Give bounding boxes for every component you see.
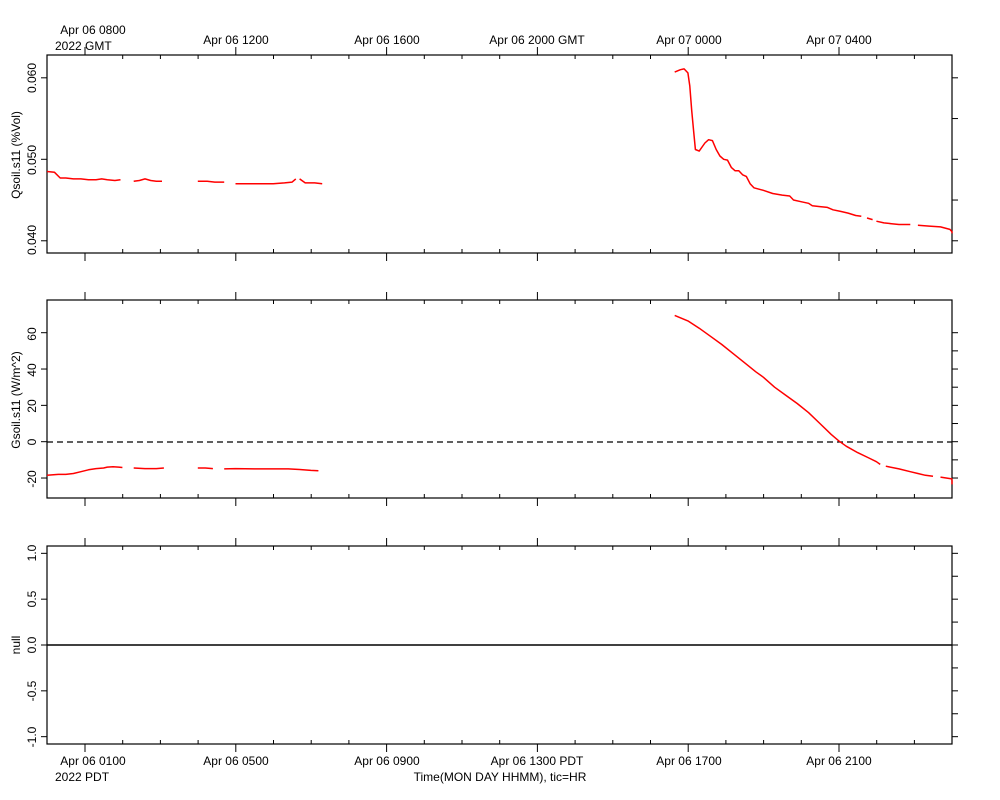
panel-gsoil-ytick-label-5: 60 xyxy=(25,327,39,341)
panel-qsoil-yticks xyxy=(41,77,958,242)
top-axis-label-2: Apr 06 1600 xyxy=(354,33,420,47)
series-line-segment xyxy=(876,220,911,226)
panel-gsoil-frame xyxy=(46,299,953,499)
bottom-axis-title-line1: Apr 06 0100 xyxy=(60,754,126,768)
bottom-axis-label-3: Apr 06 1300 PDT xyxy=(491,754,584,768)
series-line-segment xyxy=(940,476,953,485)
series-line-segment xyxy=(235,178,297,185)
panel-qsoil-ylabel: Qsoil.s11 (%Vol) xyxy=(9,111,23,199)
panel-qsoil-frame xyxy=(46,54,953,254)
panel-qsoil: 0.040 0.050 0.060 Qsoil.s11 (%Vol) xyxy=(9,47,958,261)
series-line-segment xyxy=(224,467,319,472)
bottom-axis-title-line2: 2022 PDT xyxy=(55,770,110,784)
panel-null-ytick-label-4: 0.5 xyxy=(25,590,39,607)
series-line-segment xyxy=(299,178,323,185)
series-line-segment xyxy=(885,465,934,477)
series-line-segment xyxy=(133,178,162,183)
panel-null-ytick-label-3: 0.0 xyxy=(25,636,39,653)
series-line-segment xyxy=(197,467,213,470)
panel-gsoil-ytick-label-4: 40 xyxy=(25,363,39,377)
panel-null-ytick-label-1: -1.0 xyxy=(25,726,39,747)
panel-qsoil-series xyxy=(46,68,953,234)
panel-gsoil-ytick-label-1: -20 xyxy=(25,470,39,488)
top-axis-label-1: Apr 06 1200 xyxy=(203,33,269,47)
top-axis-title-line2: 2022 GMT xyxy=(55,39,112,53)
panel-qsoil-ytick-label-1: 0.040 xyxy=(25,225,39,255)
series-line-segment xyxy=(46,466,123,477)
bottom-axis-label-2: Apr 06 0900 xyxy=(354,754,420,768)
series-line-segment xyxy=(674,314,881,466)
series-line-segment xyxy=(133,467,164,470)
bottom-axis-label-5: Apr 06 2100 xyxy=(806,754,872,768)
panel-gsoil-ytick-label-3: 20 xyxy=(25,399,39,413)
panel-gsoil-ticks xyxy=(84,292,915,506)
panel-null-ytick-label-5: 1.0 xyxy=(25,544,39,561)
top-axis-label-3: Apr 06 2000 GMT xyxy=(489,33,585,47)
series-line-segment xyxy=(866,217,873,221)
panel-gsoil: -20 0 20 40 60 Gsoil.s11 (W/m^2) xyxy=(9,292,958,506)
panel-qsoil-ticks xyxy=(84,47,915,261)
series-line-segment xyxy=(197,180,225,183)
series-line-segment xyxy=(674,68,862,218)
panel-qsoil-ytick-label-3: 0.060 xyxy=(25,63,39,93)
panel-gsoil-series xyxy=(46,314,953,485)
top-axis-label-5: Apr 07 0400 xyxy=(806,33,872,47)
series-line-segment xyxy=(46,170,121,182)
panel-gsoil-ytick-label-2: 0 xyxy=(25,438,39,445)
panel-null-ticks xyxy=(84,538,915,752)
bottom-axis-label-4: Apr 06 1700 xyxy=(656,754,722,768)
panel-null-ylabel: null xyxy=(9,636,23,655)
series-line-segment xyxy=(917,224,953,234)
panel-gsoil-ylabel: Gsoil.s11 (W/m^2) xyxy=(9,351,23,448)
panel-qsoil-ytick-label-2: 0.050 xyxy=(25,145,39,175)
x-axis-title: Time(MON DAY HHMM), tic=HR xyxy=(414,770,587,784)
top-axis-title-line1: Apr 06 0800 xyxy=(60,23,126,37)
panel-null-ytick-label-2: -0.5 xyxy=(25,680,39,701)
panel-null: -1.0 -0.5 0.0 0.5 1.0 null xyxy=(9,538,958,752)
panel-null-yticks xyxy=(41,552,958,738)
bottom-axis-label-1: Apr 06 0500 xyxy=(203,754,269,768)
top-axis-label-4: Apr 07 0000 xyxy=(656,33,722,47)
panel-gsoil-yticks xyxy=(41,332,958,479)
